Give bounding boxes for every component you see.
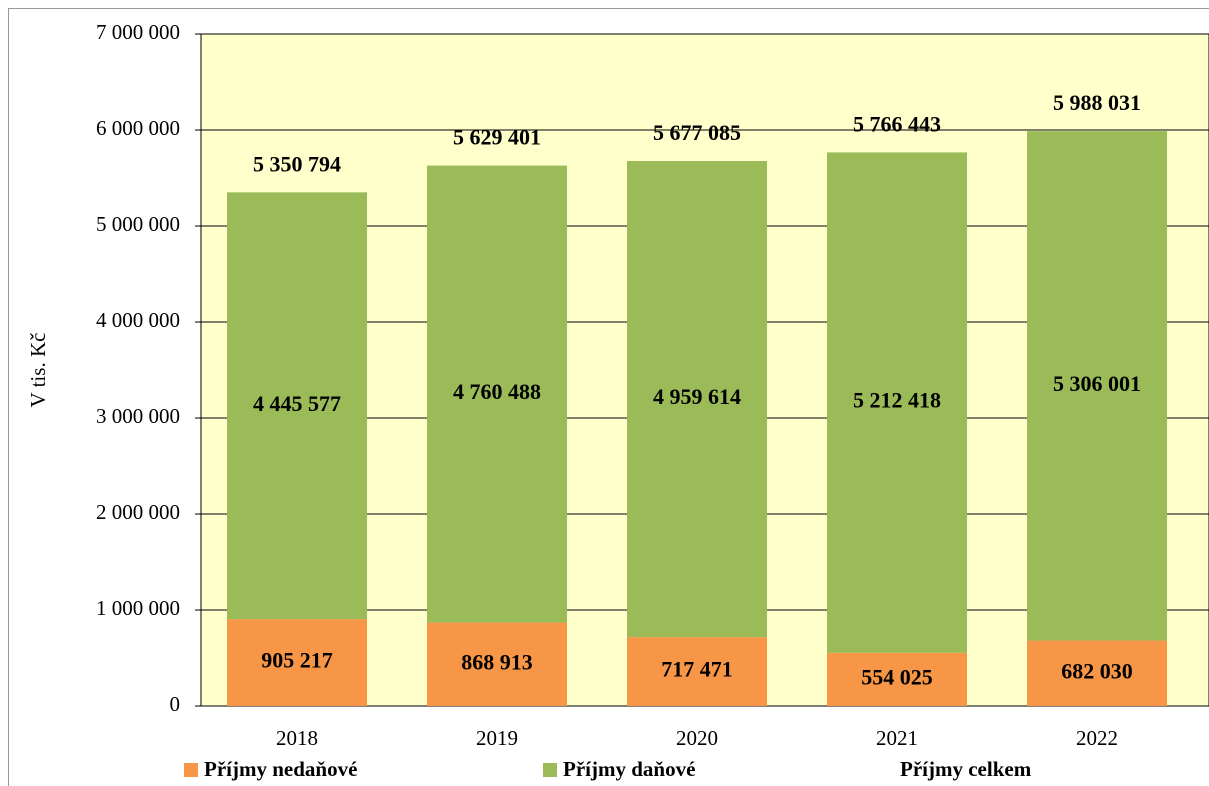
x-tick-label: 2020 xyxy=(676,726,718,750)
y-tick-label: 2 000 000 xyxy=(96,500,180,524)
bar-segment xyxy=(227,192,367,620)
total-label: 5 629 401 xyxy=(453,125,541,150)
bar-segment xyxy=(627,637,767,706)
x-tick-label: 2018 xyxy=(276,726,318,750)
bar-segment xyxy=(427,622,567,706)
y-tick-label: 0 xyxy=(170,692,181,716)
bar-segment xyxy=(827,152,967,653)
bar-segment xyxy=(627,160,767,638)
data-label: 554 025 xyxy=(861,664,933,689)
legend-swatch xyxy=(543,763,557,777)
bar-segment xyxy=(227,619,367,706)
y-tick-label: 4 000 000 xyxy=(96,308,180,332)
data-label: 717 471 xyxy=(661,657,733,682)
data-label: 4 959 614 xyxy=(653,384,741,409)
total-label: 5 350 794 xyxy=(253,151,341,176)
y-axis-label: V tis. Kč xyxy=(26,333,50,408)
data-label: 5 306 001 xyxy=(1053,371,1141,396)
y-tick-label: 1 000 000 xyxy=(96,596,180,620)
legend-label: Příjmy celkem xyxy=(900,757,1032,781)
data-label: 4 760 488 xyxy=(453,379,541,404)
total-label: 5 677 085 xyxy=(653,120,741,145)
bar-segment xyxy=(1027,640,1167,706)
data-label: 4 445 577 xyxy=(253,391,341,416)
data-label: 905 217 xyxy=(261,648,333,673)
legend-label: Příjmy nedaňové xyxy=(204,757,357,781)
data-label: 5 212 418 xyxy=(853,388,941,413)
y-tick-label: 7 000 000 xyxy=(96,20,180,44)
y-tick-label: 5 000 000 xyxy=(96,212,180,236)
legend-swatch xyxy=(184,763,198,777)
bar-segment xyxy=(827,652,967,706)
x-tick-label: 2021 xyxy=(876,726,918,750)
y-tick-label: 3 000 000 xyxy=(96,404,180,428)
total-label: 5 988 031 xyxy=(1053,90,1141,115)
data-label: 868 913 xyxy=(461,649,533,674)
x-tick-label: 2019 xyxy=(476,726,518,750)
y-tick-label: 6 000 000 xyxy=(96,116,180,140)
bar-segment xyxy=(1027,131,1167,641)
legend-label: Příjmy daňové xyxy=(563,757,695,781)
data-label: 682 030 xyxy=(1061,658,1133,683)
bar-segment xyxy=(427,165,567,623)
x-tick-label: 2022 xyxy=(1076,726,1118,750)
total-label: 5 766 443 xyxy=(853,111,941,136)
